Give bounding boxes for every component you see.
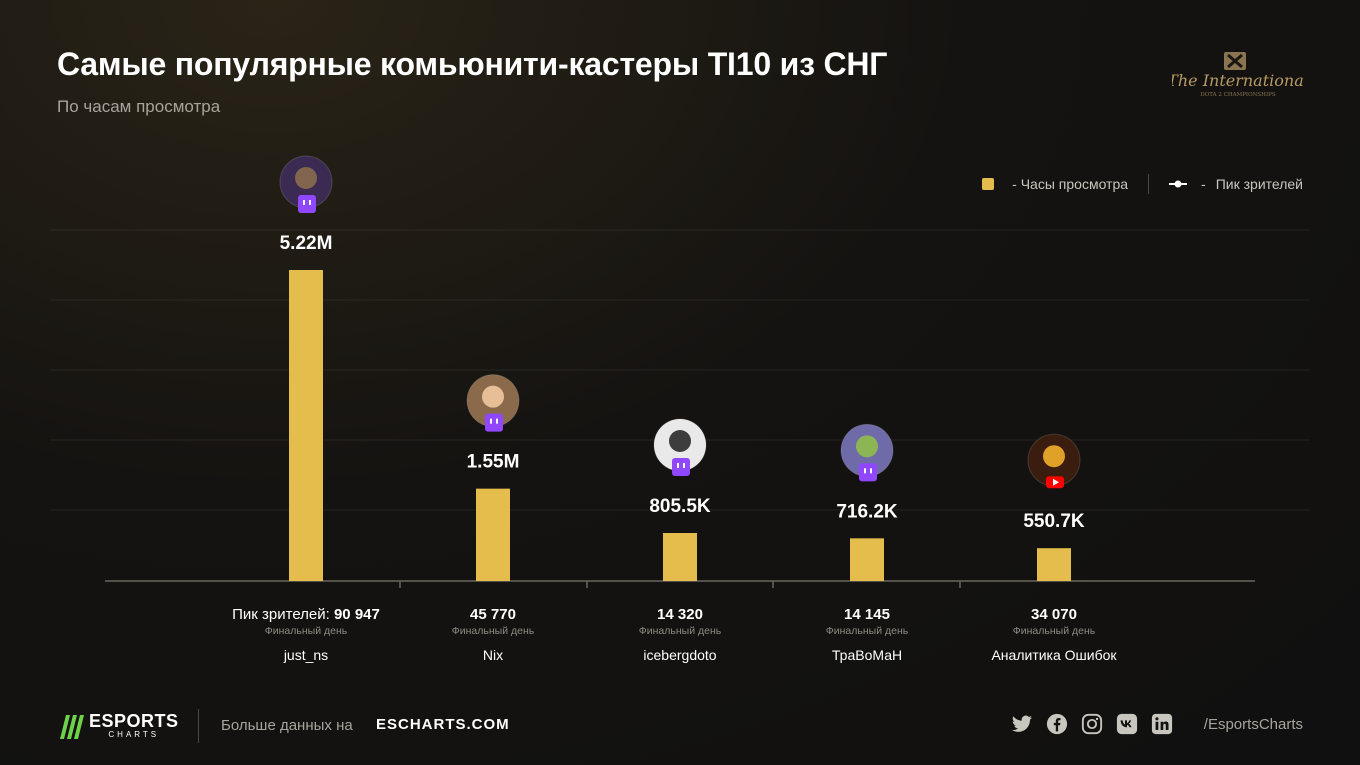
esports-charts-logo: ESPORTS CHARTS [57, 709, 179, 741]
twitch-glyph [309, 200, 311, 205]
twitch-glyph [677, 463, 679, 469]
avatar-face [1043, 445, 1065, 468]
chart-legend: - Часы просмотра - Пик зрителей [982, 174, 1303, 194]
social-links [1011, 713, 1186, 735]
twitch-glyph [864, 468, 866, 474]
twitter-icon[interactable] [1011, 713, 1033, 735]
footer-divider [198, 709, 199, 743]
social-handle[interactable]: /EsportsCharts [1203, 716, 1303, 733]
avatar-face [295, 167, 317, 189]
legend-hours-label: - Часы просмотра [1012, 176, 1129, 192]
twitch-glyph [496, 418, 498, 424]
peak-value: 14 145 [844, 606, 890, 623]
peak-sub-label: Финальный день [1013, 625, 1096, 637]
twitch-icon [298, 195, 316, 213]
peak-sub-label: Финальный день [452, 625, 535, 637]
bar-3 [850, 538, 884, 581]
logo-title-text: The International [1172, 71, 1304, 90]
twitch-icon [859, 463, 877, 482]
avatar-face [856, 435, 878, 458]
category-label: Аналитика Ошибок [991, 647, 1117, 663]
bar-2 [663, 533, 697, 581]
legend-bar-swatch [982, 178, 995, 190]
bar-value-label: 716.2K [836, 501, 898, 522]
youtube-play-icon [1053, 478, 1059, 486]
chart-subtitle: По часам просмотра [57, 97, 221, 116]
instagram-icon[interactable] [1081, 713, 1103, 735]
twitch-glyph [303, 200, 305, 205]
brand-line2: CHARTS [108, 729, 160, 739]
twitch-glyph [870, 468, 872, 474]
the-international-logo: The International DOTA 2 CHAMPIONSHIPS [1172, 52, 1304, 98]
peak-marker-icon [1169, 180, 1188, 188]
bar-value-label: 805.5K [649, 496, 711, 517]
more-data-label: Больше данных на [221, 717, 353, 734]
peak-value: 34 070 [1031, 606, 1077, 623]
twitch-icon [672, 458, 690, 477]
avatar-face [669, 430, 691, 453]
legend-peak-label: Пик зрителей [1215, 176, 1303, 192]
bar-4 [1037, 548, 1071, 581]
brand-line1: ESPORTS [89, 710, 179, 731]
peak-prefix: Пик зрителей: [232, 606, 334, 623]
facebook-icon[interactable] [1046, 713, 1068, 735]
category-label: icebergdoto [643, 647, 716, 663]
twitch-icon [485, 413, 503, 432]
chart-title: Самые популярные комьюнити-кастеры TI10 … [57, 46, 888, 82]
bar-0 [289, 270, 323, 581]
bar-value-label: 550.7K [1023, 511, 1085, 532]
vk-icon[interactable] [1116, 713, 1138, 735]
category-label: ТраВоМаН [832, 647, 902, 663]
peak-viewers-label: Пик зрителей: 90 947 [232, 606, 380, 623]
bar-value-label: 5.22M [280, 233, 333, 254]
bar-1 [476, 488, 510, 581]
twitch-glyph [490, 418, 492, 424]
avatar-face [482, 385, 504, 408]
peak-sub-label: Финальный день [639, 625, 722, 637]
site-link[interactable]: ESCHARTS.COM [376, 716, 510, 733]
linkedin-icon[interactable] [1151, 713, 1173, 735]
peak-value: 14 320 [657, 606, 703, 623]
logo-subtitle-text: DOTA 2 CHAMPIONSHIPS [1200, 92, 1275, 98]
legend-divider [1148, 174, 1150, 194]
bar-value-label: 1.55M [467, 452, 520, 473]
category-label: Nix [483, 647, 503, 663]
peak-sub-label: Финальный день [826, 625, 909, 637]
peak-value: 45 770 [470, 606, 516, 623]
legend-peak-dash: - [1201, 176, 1206, 192]
twitch-glyph [683, 463, 685, 469]
category-label: just_ns [283, 647, 328, 663]
peak-sub-label: Финальный день [265, 625, 348, 637]
esports-charts-mark-icon [60, 715, 84, 739]
peak-value: 90 947 [334, 606, 380, 623]
